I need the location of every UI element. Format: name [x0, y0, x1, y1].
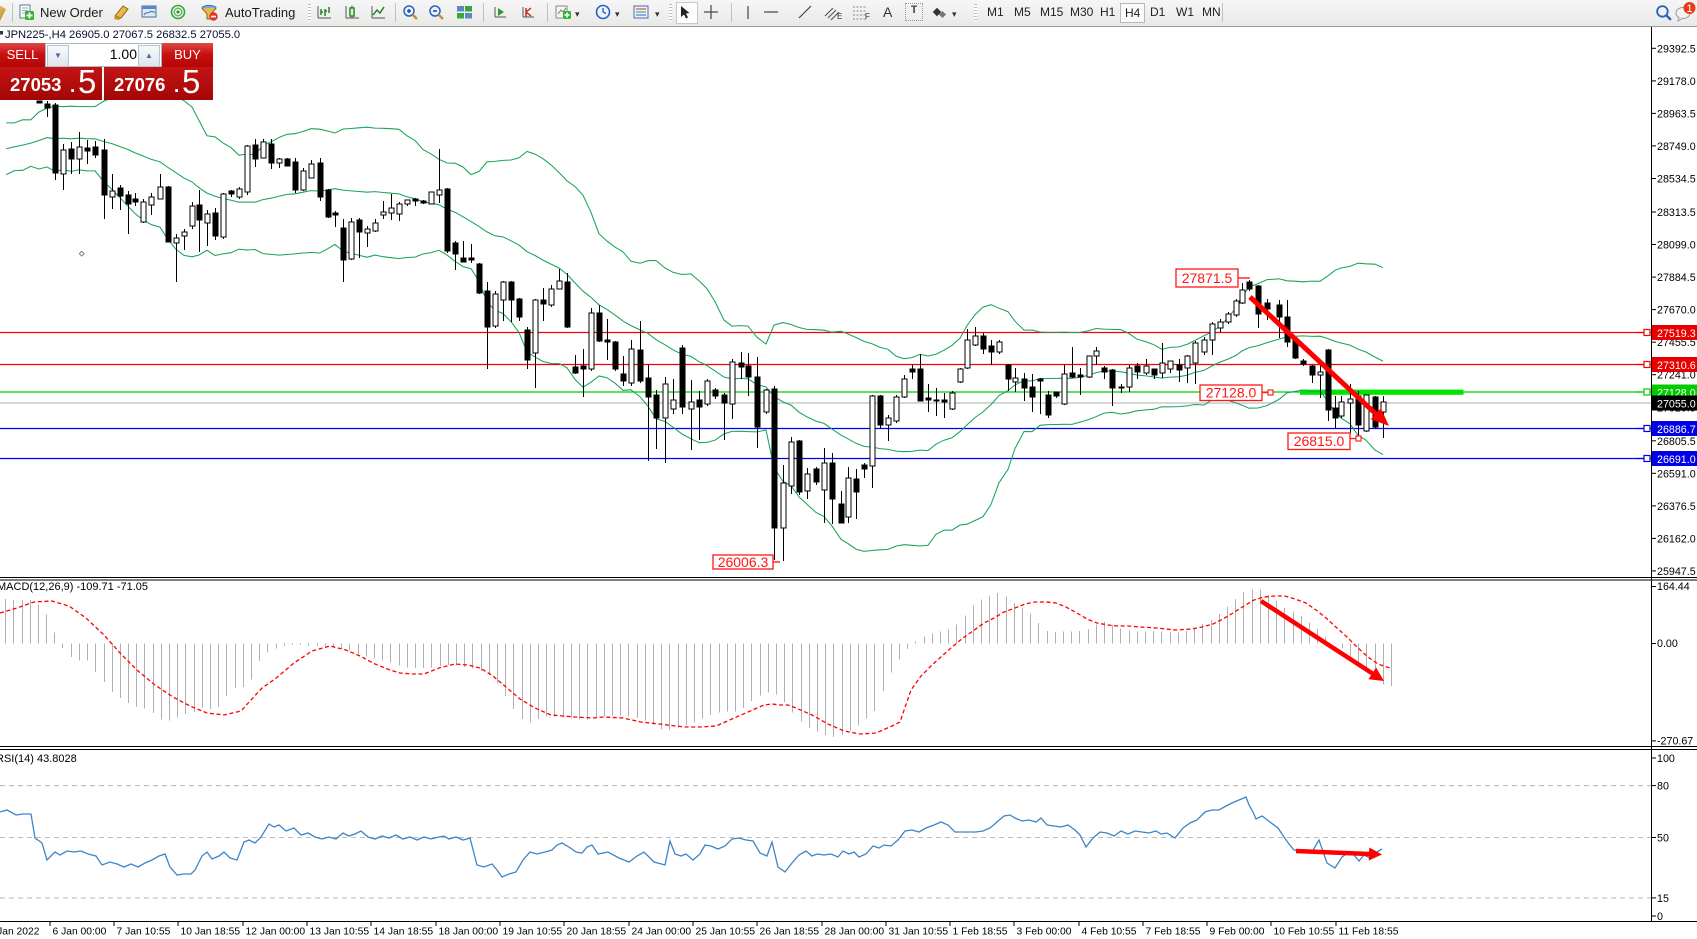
- svg-text:28963.5: 28963.5: [1657, 108, 1696, 120]
- svg-text:-270.67: -270.67: [1657, 736, 1693, 748]
- svg-text:25947.5: 25947.5: [1657, 566, 1696, 578]
- svg-text:26886.7: 26886.7: [1657, 424, 1696, 436]
- svg-text:25 Jan 10:55: 25 Jan 10:55: [696, 927, 756, 938]
- svg-text:4 Jan 2022: 4 Jan 2022: [0, 927, 40, 938]
- svg-text:26376.5: 26376.5: [1657, 501, 1696, 513]
- svg-text:29392.5: 29392.5: [1657, 43, 1696, 55]
- svg-text:26815.0: 26815.0: [1294, 433, 1345, 449]
- svg-text:27884.5: 27884.5: [1657, 272, 1696, 284]
- svg-text:9 Feb 00:00: 9 Feb 00:00: [1210, 927, 1265, 938]
- svg-text:3 Feb 00:00: 3 Feb 00:00: [1017, 927, 1072, 938]
- svg-text:19 Jan 10:55: 19 Jan 10:55: [503, 927, 563, 938]
- svg-text:28 Jan 00:00: 28 Jan 00:00: [825, 927, 885, 938]
- svg-text:28534.5: 28534.5: [1657, 174, 1696, 186]
- svg-text:MACD(12,26,9) -109.71 -71.05: MACD(12,26,9) -109.71 -71.05: [0, 581, 148, 593]
- svg-text:100: 100: [1657, 753, 1675, 765]
- svg-text:26162.0: 26162.0: [1657, 533, 1696, 545]
- svg-text:4 Feb 10:55: 4 Feb 10:55: [1082, 927, 1137, 938]
- svg-text:27310.6: 27310.6: [1657, 360, 1696, 372]
- svg-text:11 Feb 18:55: 11 Feb 18:55: [1339, 927, 1399, 938]
- svg-text:31 Jan 10:55: 31 Jan 10:55: [889, 927, 949, 938]
- svg-text:10 Jan 18:55: 10 Jan 18:55: [181, 927, 241, 938]
- svg-text:27871.5: 27871.5: [1182, 270, 1233, 286]
- svg-text:28749.0: 28749.0: [1657, 141, 1696, 153]
- svg-text:26 Jan 18:55: 26 Jan 18:55: [760, 927, 820, 938]
- svg-text:27128.0: 27128.0: [1206, 385, 1257, 401]
- svg-text:7 Jan 10:55: 7 Jan 10:55: [117, 927, 171, 938]
- svg-text:27519.3: 27519.3: [1657, 328, 1696, 340]
- svg-text:0.00: 0.00: [1657, 638, 1678, 650]
- svg-text:JPN225-,H4 26905.0 27067.5 26: JPN225-,H4 26905.0 27067.5 26832.5 27055…: [5, 29, 240, 41]
- svg-text:15: 15: [1657, 893, 1669, 905]
- svg-text:1 Feb 18:55: 1 Feb 18:55: [953, 927, 1008, 938]
- svg-text:28313.5: 28313.5: [1657, 207, 1696, 219]
- svg-text:28099.0: 28099.0: [1657, 240, 1696, 252]
- svg-text:RSI(14) 43.8028: RSI(14) 43.8028: [0, 753, 77, 765]
- svg-text:0: 0: [1657, 911, 1663, 923]
- svg-text:26006.3: 26006.3: [718, 554, 769, 570]
- svg-text:26591.0: 26591.0: [1657, 468, 1696, 480]
- svg-text:1: 1: [1686, 3, 1692, 15]
- svg-text:6 Jan 00:00: 6 Jan 00:00: [53, 927, 107, 938]
- svg-text:20 Jan 18:55: 20 Jan 18:55: [567, 927, 627, 938]
- svg-text:50: 50: [1657, 833, 1669, 845]
- svg-text:10 Feb 10:55: 10 Feb 10:55: [1274, 927, 1335, 938]
- svg-text:27670.0: 27670.0: [1657, 305, 1696, 317]
- svg-text:18 Jan 00:00: 18 Jan 00:00: [439, 927, 499, 938]
- svg-text:27055.0: 27055.0: [1657, 399, 1696, 411]
- svg-text:13 Jan 10:55: 13 Jan 10:55: [310, 927, 370, 938]
- svg-text:14 Jan 18:55: 14 Jan 18:55: [374, 927, 434, 938]
- svg-text:27241.0: 27241.0: [1657, 370, 1696, 382]
- svg-text:7 Feb 18:55: 7 Feb 18:55: [1146, 927, 1201, 938]
- svg-text:12 Jan 00:00: 12 Jan 00:00: [246, 927, 306, 938]
- svg-text:26805.5: 26805.5: [1657, 436, 1696, 448]
- svg-text:29178.0: 29178.0: [1657, 76, 1696, 88]
- svg-text:164.44: 164.44: [1657, 581, 1690, 593]
- svg-text:26691.0: 26691.0: [1657, 454, 1696, 466]
- svg-text:24 Jan 00:00: 24 Jan 00:00: [632, 927, 692, 938]
- svg-text:80: 80: [1657, 781, 1669, 793]
- svg-text:27455.5: 27455.5: [1657, 337, 1696, 349]
